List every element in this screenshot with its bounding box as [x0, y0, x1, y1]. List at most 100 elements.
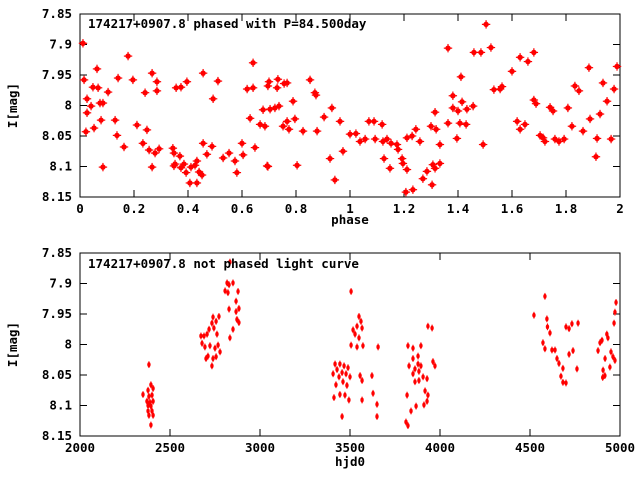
data-point	[433, 362, 437, 370]
data-point	[601, 366, 605, 374]
data-point	[250, 143, 260, 152]
data-point	[376, 343, 380, 351]
data-point	[132, 120, 142, 130]
data-point	[147, 361, 151, 369]
data-point	[151, 397, 155, 405]
data-point	[175, 151, 185, 161]
data-point	[393, 145, 403, 154]
data-point	[409, 407, 413, 415]
data-point	[452, 134, 462, 143]
data-point	[282, 117, 292, 126]
data-point	[274, 101, 284, 111]
data-point	[197, 170, 207, 180]
data-point	[349, 341, 353, 349]
data-point	[355, 137, 365, 146]
data-point	[415, 137, 425, 146]
data-point	[417, 377, 421, 384]
data-point	[227, 305, 231, 313]
data-point	[248, 58, 258, 67]
data-point	[204, 355, 208, 362]
data-point	[141, 391, 145, 398]
data-point	[82, 108, 92, 118]
data-point	[223, 287, 227, 295]
data-point	[202, 332, 206, 340]
data-point	[340, 369, 344, 376]
data-point	[443, 43, 453, 53]
data-point	[338, 391, 342, 398]
data-point	[575, 365, 579, 373]
data-point	[461, 120, 471, 129]
data-point	[218, 153, 228, 163]
x-axis-label: phase	[331, 212, 369, 227]
data-point	[207, 142, 217, 151]
data-point	[357, 313, 361, 320]
data-point	[357, 334, 361, 342]
x-tick-label: 1.4	[447, 201, 470, 216]
data-point	[98, 162, 108, 172]
plot-title: 174217+0907.8 phased with P=84.500day	[88, 16, 367, 31]
data-point	[423, 387, 427, 395]
raw-light-curve-panel: 2000 2500 3000 3500 4000 4500 5000 7.85 7.9 7.95 8…	[5, 245, 635, 469]
data-point	[578, 126, 588, 136]
data-point	[351, 129, 361, 138]
data-point	[217, 313, 221, 320]
data-point	[346, 364, 350, 372]
y-tick-label: 7.9	[49, 276, 72, 291]
data-point	[79, 75, 89, 85]
data-point	[512, 117, 522, 126]
data-point	[370, 372, 374, 380]
data-point	[210, 362, 214, 370]
data-point	[242, 84, 252, 94]
data-point	[457, 97, 467, 107]
data-point	[263, 81, 273, 91]
data-point	[564, 323, 568, 331]
data-point	[214, 353, 218, 361]
data-point	[335, 366, 339, 373]
data-point	[176, 83, 186, 92]
data-point	[570, 81, 580, 91]
data-point	[613, 356, 617, 364]
x-axis-label: hjd0	[335, 454, 365, 469]
data-point	[237, 319, 241, 326]
data-point	[152, 86, 162, 96]
data-point	[613, 308, 617, 316]
data-point	[231, 325, 235, 333]
y-tick-label: 8	[64, 98, 72, 113]
plot-title: 174217+0907.8 not phased light curve	[88, 256, 359, 271]
data-point	[413, 378, 417, 386]
data-point	[345, 381, 349, 389]
data-point	[237, 139, 247, 148]
data-point	[96, 115, 106, 125]
data-point	[82, 94, 92, 103]
x-tick-label: 0.8	[285, 201, 308, 216]
data-point	[278, 122, 288, 131]
data-point	[532, 311, 536, 319]
data-point	[377, 120, 387, 129]
data-point	[418, 174, 428, 183]
data-point	[338, 147, 348, 156]
data-point	[553, 346, 557, 354]
data-point	[81, 127, 91, 136]
data-point	[203, 343, 207, 351]
data-point	[598, 78, 608, 88]
data-point	[351, 326, 355, 334]
data-point	[416, 352, 420, 360]
data-point	[378, 137, 388, 146]
y-tick-label: 7.85	[42, 6, 72, 21]
data-point	[231, 279, 235, 287]
data-point	[431, 125, 441, 134]
data-point	[360, 324, 364, 332]
data-point	[234, 297, 238, 305]
data-point	[609, 84, 619, 94]
data-point	[606, 134, 616, 144]
data-point	[144, 145, 154, 155]
data-point	[371, 389, 375, 397]
data-point	[202, 150, 212, 159]
data-point	[338, 360, 342, 368]
data-point	[559, 372, 563, 380]
data-point	[540, 137, 550, 146]
data-point	[232, 168, 242, 177]
data-point	[185, 178, 195, 188]
data-point	[78, 39, 88, 48]
data-point	[150, 391, 154, 399]
